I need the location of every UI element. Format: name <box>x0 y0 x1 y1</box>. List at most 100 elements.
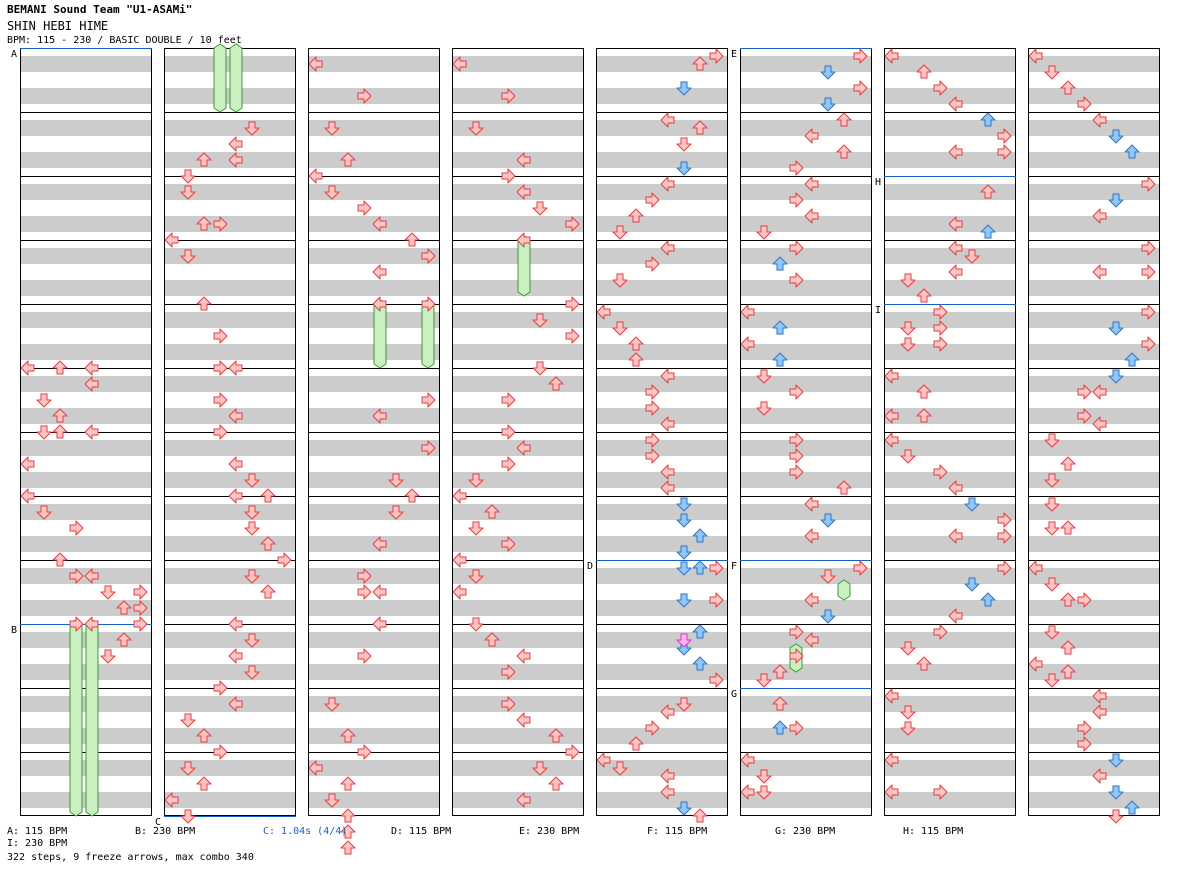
step-arrow <box>548 776 564 791</box>
step-arrow <box>980 112 996 127</box>
step-arrow <box>709 48 724 64</box>
beat-stripe <box>884 280 1016 296</box>
step-arrow <box>228 152 243 168</box>
beat-stripe <box>1028 664 1160 680</box>
beat-stripe <box>1028 88 1160 104</box>
step-arrow <box>853 80 868 96</box>
step-arrow <box>740 336 755 352</box>
step-arrow <box>820 569 836 584</box>
beat-stripe <box>596 504 728 520</box>
step-arrow <box>180 169 196 184</box>
song-title: SHIN HEBI HIME <box>7 19 109 33</box>
step-arrow <box>468 121 484 136</box>
step-arrow <box>468 473 484 488</box>
step-arrow <box>213 328 228 344</box>
beat-stripe <box>164 120 296 136</box>
step-arrow <box>1108 753 1124 768</box>
step-arrow <box>133 584 148 600</box>
beat-stripe <box>308 440 440 456</box>
step-arrow <box>52 360 68 375</box>
step-arrow <box>789 272 804 288</box>
step-arrow <box>1077 384 1092 400</box>
beat-stripe <box>884 792 1016 808</box>
beat-stripe <box>20 472 152 488</box>
step-arrow <box>516 440 531 456</box>
step-arrow <box>884 688 899 704</box>
beat-stripe <box>740 152 872 168</box>
beat-stripe <box>164 792 296 808</box>
step-arrow <box>1044 497 1060 512</box>
beat-stripe <box>164 664 296 680</box>
step-arrow <box>84 360 99 376</box>
step-arrow <box>244 569 260 584</box>
section-marker: D <box>587 561 593 572</box>
bpm-legend-item: E: 230 BPM <box>519 826 580 837</box>
beat-stripe <box>164 216 296 232</box>
beat-stripe <box>20 184 152 200</box>
step-arrow <box>244 665 260 680</box>
beat-stripe <box>308 376 440 392</box>
step-arrow <box>772 256 788 271</box>
step-arrow <box>452 552 467 568</box>
step-arrow <box>357 648 372 664</box>
step-arrow <box>756 785 772 800</box>
step-arrow <box>565 216 580 232</box>
beat-stripe <box>1028 344 1160 360</box>
beat-stripe <box>740 88 872 104</box>
step-arrow <box>933 624 948 640</box>
chart-column <box>452 48 584 816</box>
step-arrow <box>933 80 948 96</box>
section-marker: I <box>875 305 881 316</box>
step-arrow <box>1044 673 1060 688</box>
beat-stripe <box>740 184 872 200</box>
step-arrow <box>740 784 755 800</box>
step-arrow <box>692 656 708 671</box>
step-arrow <box>1092 264 1107 280</box>
beat-stripe <box>884 536 1016 552</box>
step-arrow <box>501 88 516 104</box>
step-arrow <box>1108 193 1124 208</box>
step-arrow <box>645 384 660 400</box>
step-arrow <box>116 632 132 647</box>
beat-stripe <box>1028 600 1160 616</box>
step-arrow <box>628 736 644 751</box>
step-arrow <box>1077 720 1092 736</box>
beat-stripe <box>308 664 440 680</box>
step-arrow <box>853 48 868 64</box>
step-arrow <box>676 513 692 528</box>
beat-stripe <box>596 248 728 264</box>
beat-stripe <box>740 120 872 136</box>
beat-stripe <box>308 120 440 136</box>
beat-stripe <box>596 696 728 712</box>
step-arrow <box>116 600 132 615</box>
beat-stripe <box>740 568 872 584</box>
beat-stripe <box>740 664 872 680</box>
step-arrow <box>900 273 916 288</box>
beat-stripe <box>740 376 872 392</box>
beat-stripe <box>884 504 1016 520</box>
beat-stripe <box>1028 632 1160 648</box>
beat-stripe <box>884 88 1016 104</box>
beat-stripe <box>1028 248 1160 264</box>
beat-stripe <box>20 216 152 232</box>
step-arrow <box>997 512 1012 528</box>
step-arrow <box>660 368 675 384</box>
beat-stripe <box>308 600 440 616</box>
beat-stripe <box>1028 184 1160 200</box>
beat-stripe <box>596 280 728 296</box>
beat-stripe <box>884 120 1016 136</box>
beat-stripe <box>596 152 728 168</box>
step-arrow <box>277 552 292 568</box>
step-arrow <box>532 201 548 216</box>
step-arrow <box>1141 264 1156 280</box>
beat-stripe <box>1028 440 1160 456</box>
step-arrow <box>357 584 372 600</box>
beat-stripe <box>20 56 152 72</box>
step-arrow <box>660 480 675 496</box>
step-arrow <box>340 840 356 855</box>
beat-stripe <box>884 56 1016 72</box>
step-arrow <box>1077 736 1092 752</box>
step-arrow <box>1092 768 1107 784</box>
step-arrow <box>372 584 387 600</box>
step-arrow <box>1077 592 1092 608</box>
